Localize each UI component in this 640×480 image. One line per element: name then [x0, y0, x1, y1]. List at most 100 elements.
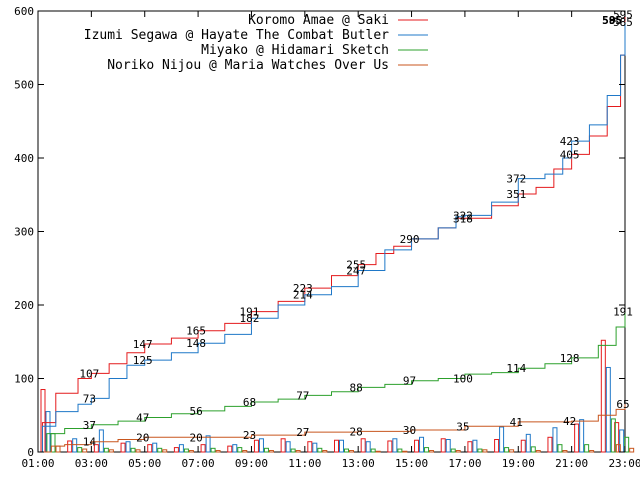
data-label: 351 [506, 188, 526, 201]
data-label: 372 [506, 173, 526, 186]
data-label: 147 [133, 338, 153, 351]
hourly-bar [339, 439, 344, 453]
x-tick-label: 15:00 [395, 457, 428, 470]
hourly-bar [600, 339, 606, 453]
data-label: 405 [560, 148, 580, 161]
x-tick-label: 21:00 [555, 457, 588, 470]
data-label: 23 [243, 429, 256, 442]
hourly-bar [280, 438, 286, 453]
data-label: 35 [456, 420, 469, 433]
hourly-bar [615, 444, 621, 453]
data-label: 65 [616, 398, 629, 411]
data-label: 125 [133, 354, 153, 367]
top-right-label: 585 [602, 14, 622, 27]
hourly-bar [574, 423, 580, 453]
data-label: 247 [346, 264, 366, 277]
data-label: 322 [453, 209, 473, 222]
hourly-bar [509, 449, 515, 453]
hourly-bar [414, 439, 420, 453]
hourly-bar [429, 450, 435, 453]
data-label: 182 [240, 312, 260, 325]
data-label: 37 [83, 419, 96, 432]
cumulative-lines [38, 14, 626, 453]
hourly-bar [312, 442, 318, 453]
data-labels: 107 147 165 191 223 255 290 318 351 405 595 73 125 14… [79, 9, 633, 449]
x-tick-label: 09:00 [235, 457, 268, 470]
series-line [38, 404, 626, 453]
data-label: 20 [189, 431, 202, 444]
hourly-bar [125, 441, 131, 453]
data-label: 56 [189, 405, 202, 418]
hourly-bar [178, 444, 184, 453]
data-label: 88 [350, 381, 363, 394]
hourly-bar [242, 450, 248, 453]
data-label: 191 [240, 306, 260, 319]
plot-frame [37, 10, 626, 453]
hourly-bar [562, 450, 568, 453]
hourly-bar [552, 427, 558, 453]
x-axis: 01:00 03:00 05:00 07:00 09:00 11:00 13:00 15:00… [21, 11, 640, 470]
data-label: 165 [186, 325, 206, 338]
hourly-bar [579, 419, 585, 453]
hourly-bar [605, 366, 611, 453]
data-label: 191 [613, 306, 633, 319]
hourly-bar [40, 389, 46, 453]
hourly-bar [183, 448, 189, 453]
hourly-bar [285, 441, 291, 453]
y-tick-label: 400 [14, 152, 34, 165]
hourly-bar [387, 440, 393, 453]
hourly-bar [440, 438, 446, 453]
hourly-bar [629, 447, 635, 453]
hourly-bar [295, 450, 301, 453]
x-tick-label: 03:00 [75, 457, 108, 470]
data-label: 290 [400, 233, 420, 246]
hourly-bar [173, 447, 179, 453]
hourly-bar [152, 442, 158, 453]
hourly-bar [419, 436, 425, 453]
hourly-bar [375, 450, 381, 453]
hourly-bar [547, 436, 553, 453]
hourly-bar [499, 426, 505, 453]
hourly-bar [349, 450, 354, 453]
data-label: 97 [403, 375, 416, 388]
hourly-bar [237, 447, 243, 453]
y-tick-label: 500 [14, 79, 34, 92]
series-line [38, 311, 626, 453]
data-label: 100 [453, 373, 473, 386]
data-label: 585 [613, 16, 633, 29]
hourly-bar [360, 438, 366, 453]
data-label: 28 [350, 425, 363, 438]
legend-label: Miyako @ Hidamari Sketch [201, 43, 389, 58]
hourly-bar [584, 444, 590, 453]
x-tick-label: 23:00 [608, 457, 640, 470]
data-label: 73 [83, 392, 96, 405]
hourly-bar [210, 447, 216, 453]
hourly-bar [147, 444, 153, 453]
hourly-bar [445, 439, 451, 453]
hourly-bar [307, 441, 313, 453]
y-tick-label: 200 [14, 299, 34, 312]
data-label: 47 [136, 411, 149, 424]
hourly-bar [93, 444, 99, 453]
hourly-bar [322, 450, 328, 453]
data-label: 128 [560, 352, 580, 365]
hourly-bar [205, 435, 211, 453]
data-label: 77 [296, 389, 309, 402]
hourly-bar [504, 447, 510, 453]
hourly-bar [162, 449, 168, 453]
x-tick-label: 01:00 [21, 457, 54, 470]
hourly-bar [258, 438, 264, 453]
hourly-bar [402, 450, 408, 453]
x-tick-label: 17:00 [448, 457, 481, 470]
x-tick-label: 07:00 [182, 457, 215, 470]
hourly-bar [82, 448, 88, 453]
hourly-bar [520, 439, 526, 453]
hourly-bar [188, 450, 194, 453]
hourly-bar [232, 444, 238, 453]
hourly-bar [624, 436, 630, 453]
data-label: 41 [510, 416, 523, 429]
legend-label: Koromo Amae @ Saki [248, 13, 389, 28]
series-line [38, 14, 626, 453]
hourly-bar [610, 418, 616, 453]
